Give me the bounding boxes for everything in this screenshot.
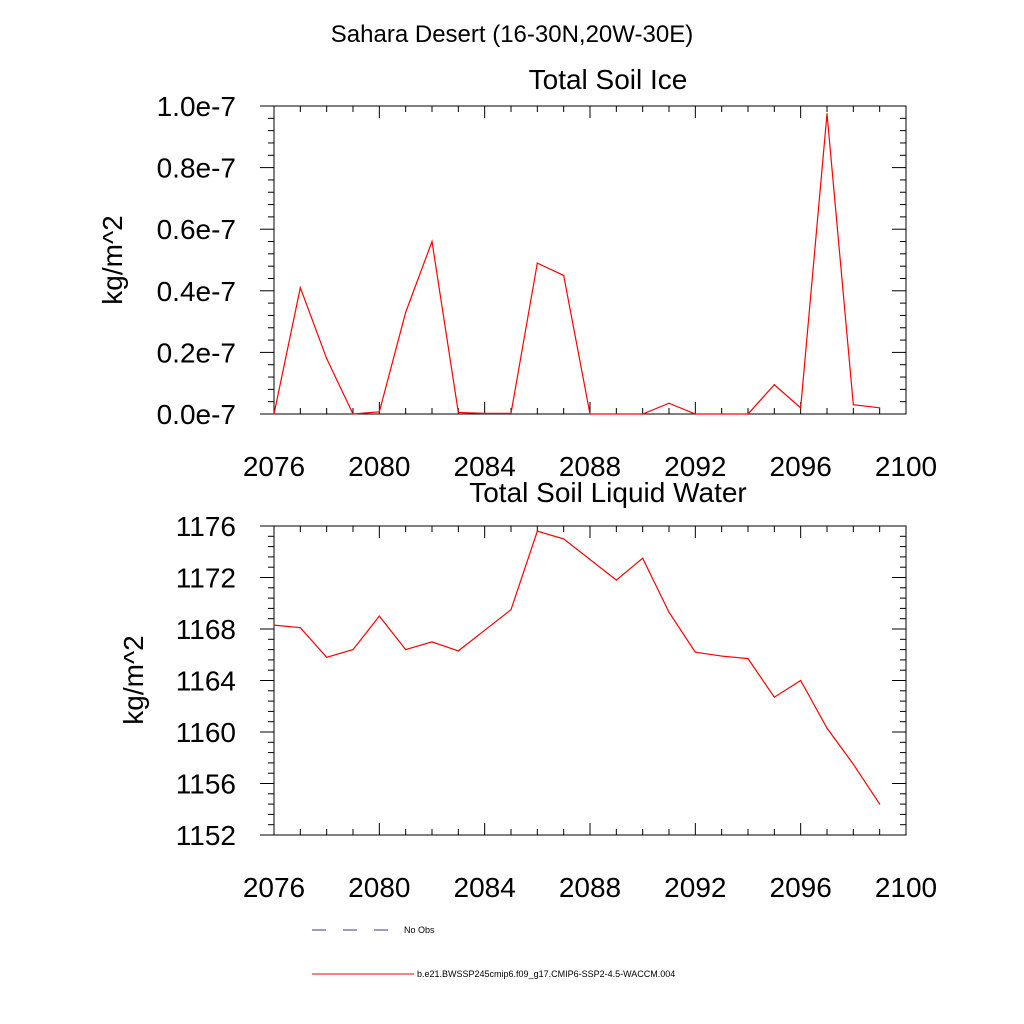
- data-point: [326, 357, 328, 360]
- data-point: [773, 696, 775, 698]
- x-tick-label: 2100: [875, 451, 937, 482]
- data-point: [879, 407, 881, 409]
- data-point: [510, 412, 512, 414]
- y-tick-label: 1164: [176, 666, 236, 697]
- x-tick-label: 2092: [664, 451, 726, 482]
- data-point: [405, 311, 407, 313]
- data-point: [536, 530, 538, 532]
- data-point: [852, 404, 854, 406]
- data-point: [668, 611, 670, 613]
- y-tick-label: 1156: [176, 769, 236, 800]
- data-point: [431, 240, 433, 243]
- figure-title: Sahara Desert (16-30N,20W-30E): [331, 21, 693, 48]
- y-tick-label: 0.6e-7: [157, 214, 236, 245]
- data-point: [273, 624, 275, 626]
- y-tick-label: 0.4e-7: [157, 276, 236, 307]
- data-point: [773, 384, 775, 386]
- y-tick-label: 0.2e-7: [157, 337, 236, 368]
- data-point: [589, 413, 591, 415]
- data-point: [563, 538, 565, 540]
- legend-label-no-obs: No Obs: [404, 925, 435, 935]
- data-point: [694, 651, 696, 653]
- plot-frame: [273, 105, 907, 415]
- legend-label-model: b.e21.BWSSP245cmip6.f09_g17.CMIP6-SSP2-4…: [417, 969, 675, 979]
- x-tick-label: 2088: [559, 872, 621, 903]
- x-tick-label: 2076: [243, 451, 305, 482]
- x-tick-label: 2080: [348, 451, 410, 482]
- data-point: [852, 763, 854, 765]
- y-tick-label: 0.0e-7: [157, 399, 236, 430]
- legend: No Obs b.e21.BWSSP245cmip6.f09_g17.CMIP6…: [312, 925, 675, 979]
- data-point: [642, 557, 644, 559]
- data-point: [536, 262, 538, 264]
- data-point: [352, 413, 354, 415]
- x-tick-label: 2084: [454, 872, 516, 903]
- series-line: [273, 530, 881, 805]
- data-point: [642, 413, 644, 415]
- y-tick-label: 1.0e-7: [157, 91, 236, 122]
- y-tick-label: 1152: [176, 820, 236, 851]
- data-point: [800, 679, 802, 682]
- x-tick-label: 2100: [875, 872, 937, 903]
- data-point: [615, 413, 617, 415]
- data-point: [326, 656, 328, 658]
- data-point: [378, 615, 380, 617]
- x-tick-label: 2096: [770, 451, 832, 482]
- chart-title: Total Soil Ice: [529, 64, 688, 95]
- panel-total-soil-ice: Total Soil Ice kg/m^2 2076 2080 2084 2088 2092…: [97, 64, 937, 482]
- y-tick-label: 1160: [176, 717, 236, 748]
- data-point: [299, 287, 301, 289]
- data-point: [747, 658, 749, 660]
- chart-title: Total Soil Liquid Water: [469, 477, 747, 508]
- plot-frame: [273, 525, 907, 836]
- data-point: [721, 655, 723, 657]
- data-point: [510, 609, 512, 611]
- data-point: [484, 412, 486, 414]
- data-point: [826, 113, 828, 115]
- series-line: [273, 113, 880, 415]
- data-point: [694, 413, 696, 415]
- x-tick-label: 2092: [664, 872, 726, 903]
- data-point: [273, 413, 275, 415]
- data-point: [589, 558, 591, 561]
- data-point: [721, 413, 723, 415]
- y-axis-label: kg/m^2: [97, 215, 128, 304]
- data-point: [668, 402, 670, 404]
- x-tick-label: 2080: [348, 872, 410, 903]
- x-tick-label: 2084: [454, 451, 516, 482]
- data-point: [747, 413, 749, 415]
- data-point: [299, 627, 301, 629]
- data-point: [457, 650, 459, 652]
- x-tick-label: 2096: [770, 872, 832, 903]
- data-point: [563, 274, 565, 276]
- data-point: [826, 727, 828, 729]
- data-point: [378, 411, 380, 413]
- y-tick-label: 1176: [176, 511, 236, 542]
- data-point: [800, 407, 802, 409]
- y-tick-label: 0.8e-7: [157, 153, 236, 184]
- y-tick-label: 1168: [176, 614, 236, 645]
- y-axis-label: kg/m^2: [118, 635, 149, 724]
- data-point: [615, 579, 617, 581]
- x-tick-label: 2076: [243, 872, 305, 903]
- data-point: [879, 803, 881, 805]
- data-point: [484, 629, 486, 631]
- data-point: [457, 411, 459, 414]
- panel-total-soil-liquid-water: Total Soil Liquid Water kg/m^2 2076 2080 208…: [118, 477, 937, 903]
- data-point: [405, 649, 407, 651]
- y-tick-label: 1172: [176, 563, 236, 594]
- data-point: [431, 641, 433, 643]
- data-point: [352, 649, 354, 651]
- x-tick-label: 2088: [559, 451, 621, 482]
